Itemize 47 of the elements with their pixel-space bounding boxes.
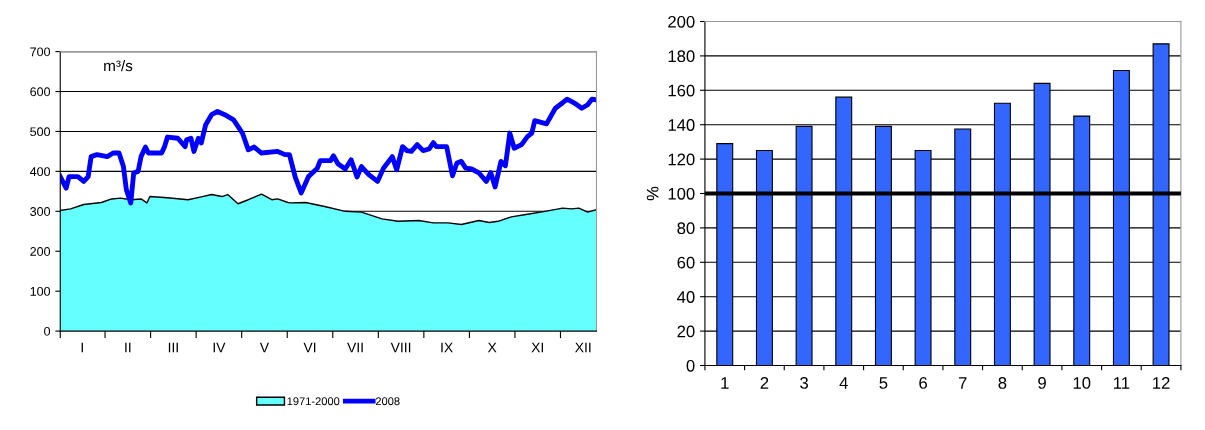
y-tick-label: 500 <box>30 127 51 137</box>
y-tick-label: 0 <box>686 359 695 372</box>
x-tick-label: IX <box>441 342 453 353</box>
x-tick-label: XII <box>575 342 591 353</box>
x-tick-label: 2 <box>760 377 769 389</box>
x-tick-label: XI <box>531 342 543 353</box>
x-tick-label: III <box>168 342 178 353</box>
y-tick-label: 200 <box>668 15 695 28</box>
x-tick-label: 8 <box>998 377 1007 389</box>
x-tick-label: 1 <box>721 377 729 389</box>
x-tick-label: 10 <box>1073 377 1091 389</box>
x-tick-label: 3 <box>800 377 808 389</box>
x-tick-label: 9 <box>1038 377 1046 389</box>
legend-label: 2008 <box>375 397 400 406</box>
y-tick-label: 0 <box>44 326 51 336</box>
y-tick-label: 60 <box>677 256 695 269</box>
x-tick-label: 11 <box>1114 377 1130 389</box>
y-axis-title: % <box>646 186 659 201</box>
x-tick-label: VII <box>347 342 363 353</box>
y-tick-label: 200 <box>30 247 51 256</box>
x-tick-label: 7 <box>958 377 967 389</box>
x-tick-label: 4 <box>839 377 848 389</box>
y-tick-label: 120 <box>668 153 695 166</box>
y-tick-label: 300 <box>30 207 51 216</box>
y-axis-title: m³/s <box>104 59 133 72</box>
y-tick-label: 180 <box>668 50 695 63</box>
y-tick-label: 20 <box>677 325 695 338</box>
x-tick-label: I <box>81 342 83 353</box>
x-tick-label: X <box>487 342 497 353</box>
y-tick-label: 600 <box>30 87 51 97</box>
y-tick-label: 80 <box>677 222 695 235</box>
y-tick-label: 40 <box>677 291 695 303</box>
legend-label: 1971-2000 <box>287 397 340 406</box>
x-tick-label: 5 <box>879 377 888 389</box>
x-tick-label: 12 <box>1153 377 1170 389</box>
y-tick-label: 700 <box>30 47 51 57</box>
x-tick-label: 6 <box>919 377 927 389</box>
y-tick-label: 100 <box>30 286 51 296</box>
y-tick-label: 400 <box>29 167 51 177</box>
x-tick-label: VI <box>303 342 316 353</box>
x-tick-label: VIII <box>390 342 411 353</box>
y-tick-label: 160 <box>668 84 695 97</box>
y-tick-label: 100 <box>668 187 695 200</box>
x-tick-label: V <box>259 342 270 353</box>
y-tick-label: 140 <box>668 119 695 131</box>
x-tick-label: IV <box>213 342 226 353</box>
x-tick-label: II <box>125 342 131 353</box>
